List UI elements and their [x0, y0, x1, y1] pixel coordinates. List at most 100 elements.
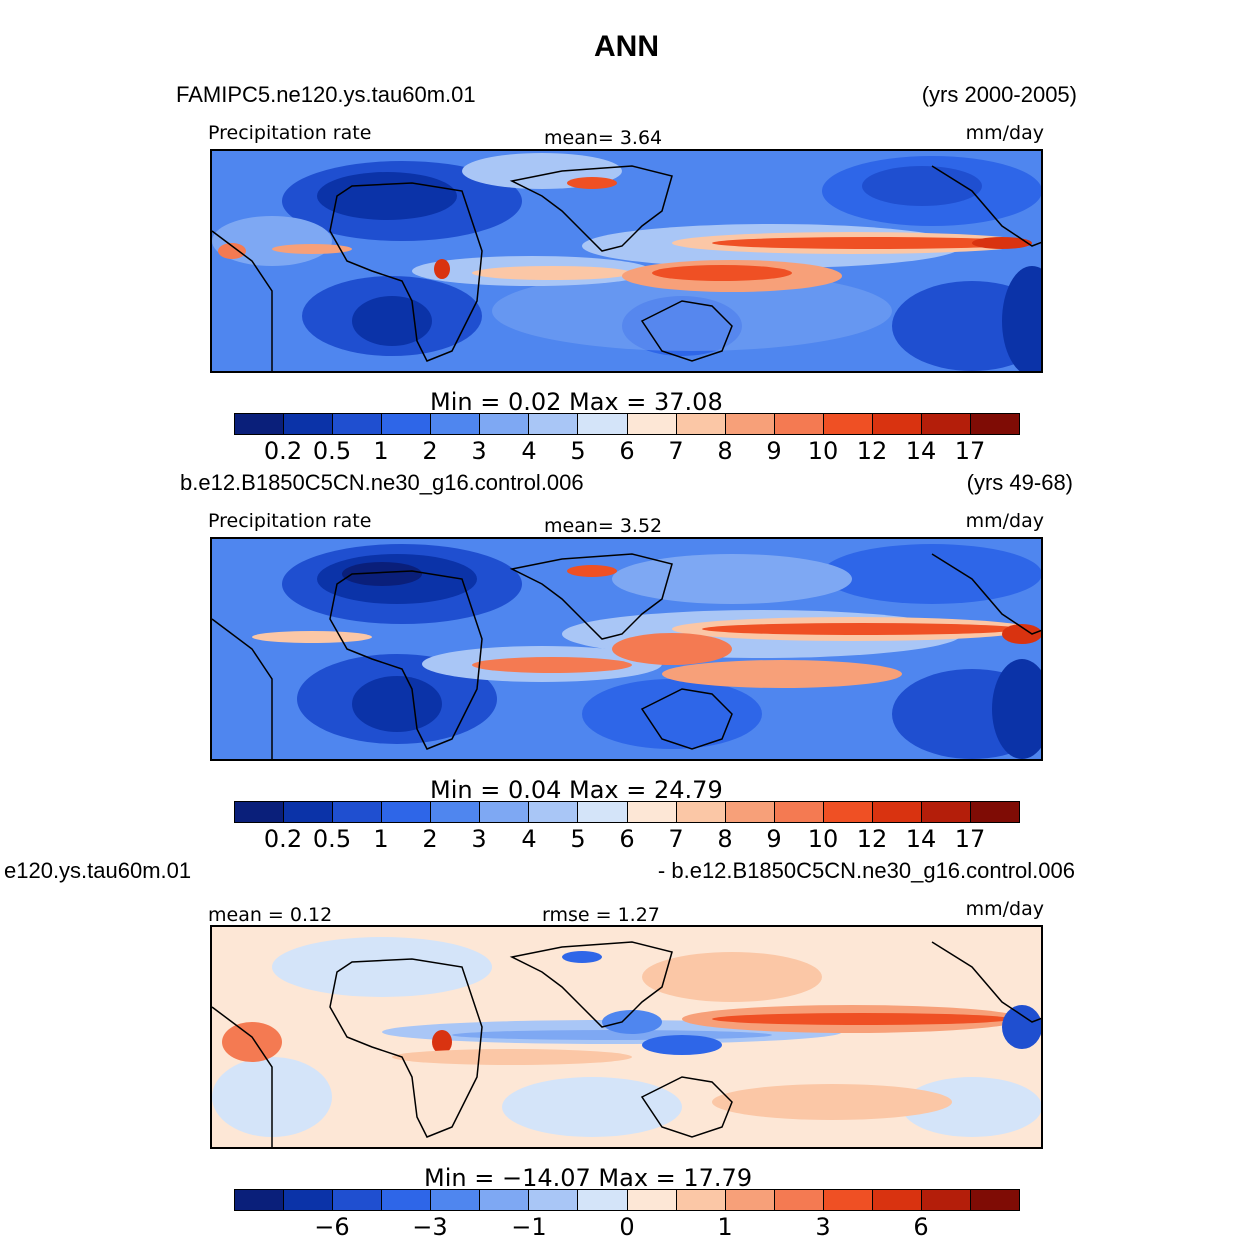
colorbar-swatch [921, 414, 971, 434]
panel2-tick: 5 [570, 825, 586, 853]
panel2-tick: 0.2 [263, 825, 303, 853]
colorbar-swatch [725, 1190, 775, 1210]
panel1-tick: 5 [570, 437, 586, 465]
panel1-case-name: FAMIPC5.ne120.ys.tau60m.01 [176, 82, 476, 107]
panel1-tick: 7 [668, 437, 684, 465]
panel3-minmax: Min = −14.07 Max = 17.79 [424, 1164, 753, 1192]
colorbar-swatch [970, 802, 1019, 822]
panel2-tick: 17 [954, 825, 986, 853]
colorbar-swatch [823, 802, 873, 822]
panel2-tick: 2 [422, 825, 438, 853]
panel2-tick: 14 [905, 825, 937, 853]
panel1-variable-label: Precipitation rate [208, 122, 372, 144]
panel1-tick: 0.2 [263, 437, 303, 465]
colorbar-swatch [676, 1190, 726, 1210]
panel2-tick: 7 [668, 825, 684, 853]
panel2-mean-label: mean= 3.52 [544, 515, 663, 537]
colorbar-swatch [676, 414, 726, 434]
colorbar-swatch [774, 802, 824, 822]
panel1-tick: 10 [807, 437, 839, 465]
panel1-minmax: Min = 0.02 Max = 37.08 [430, 388, 723, 416]
colorbar-swatch [382, 802, 432, 822]
panel1-tick: 2 [422, 437, 438, 465]
colorbar-swatch [774, 414, 824, 434]
panel1-tick: 12 [856, 437, 888, 465]
panel2-colorbar [234, 801, 1020, 823]
panel3-mean-label: mean = 0.12 [208, 904, 333, 926]
colorbar-swatch [578, 1190, 628, 1210]
panel3-tick: 3 [815, 1213, 831, 1241]
colorbar-swatch [725, 802, 775, 822]
panel2-tick: 12 [856, 825, 888, 853]
panel2-tick: 10 [807, 825, 839, 853]
panel2-units: mm/day [965, 510, 1044, 532]
colorbar-swatch [921, 1190, 971, 1210]
panel1-tick: 14 [905, 437, 937, 465]
colorbar-swatch [480, 1190, 530, 1210]
panel3-colorbar [234, 1189, 1020, 1211]
colorbar-swatch [529, 802, 579, 822]
colorbar-swatch [284, 414, 334, 434]
panel2-precip-field [212, 539, 1041, 759]
panel3-rmse-label: rmse = 1.27 [542, 904, 660, 926]
panel1-mean-label: mean= 3.64 [544, 127, 663, 149]
colorbar-swatch [382, 1190, 432, 1210]
panel1-tick: 3 [471, 437, 487, 465]
panel3-map [210, 925, 1043, 1149]
panel1-tick: 1 [373, 437, 389, 465]
colorbar-swatch [774, 1190, 824, 1210]
panel2-tick: 3 [471, 825, 487, 853]
panel2-tick: 6 [619, 825, 635, 853]
panel2-years: (yrs 49-68) [966, 470, 1073, 495]
colorbar-swatch [235, 1190, 285, 1210]
colorbar-swatch [235, 802, 285, 822]
colorbar-swatch [823, 1190, 873, 1210]
panel2-tick: 8 [717, 825, 733, 853]
panel1-tick: 8 [717, 437, 733, 465]
panel3-case-name: e120.ys.tau60m.01 [4, 858, 192, 883]
panel1-units: mm/day [965, 122, 1044, 144]
colorbar-swatch [627, 1190, 677, 1210]
panel1-tick: 0.5 [312, 437, 352, 465]
colorbar-swatch [627, 414, 677, 434]
colorbar-swatch [725, 414, 775, 434]
colorbar-swatch [921, 802, 971, 822]
panel1-tick: 4 [521, 437, 537, 465]
panel3-difference-field [212, 927, 1041, 1147]
panel1-tick: 6 [619, 437, 635, 465]
panel3-tick: 0 [619, 1213, 635, 1241]
panel3-tick: −3 [412, 1213, 448, 1241]
colorbar-swatch [529, 1190, 579, 1210]
panel1-years: (yrs 2000-2005) [921, 82, 1077, 107]
colorbar-swatch [431, 802, 481, 822]
colorbar-swatch [284, 1190, 334, 1210]
panel2-case-name: b.e12.B1850C5CN.ne30_g16.control.006 [180, 470, 584, 495]
panel3-tick: −1 [511, 1213, 547, 1241]
colorbar-swatch [235, 414, 285, 434]
colorbar-swatch [333, 414, 383, 434]
colorbar-swatch [431, 1190, 481, 1210]
colorbar-swatch [382, 414, 432, 434]
panel2-tick: 4 [521, 825, 537, 853]
panel3-units: mm/day [965, 898, 1044, 920]
panel2-tick: 9 [766, 825, 782, 853]
panel1-precip-field [212, 151, 1041, 371]
panel2-map [210, 537, 1043, 761]
colorbar-swatch [627, 802, 677, 822]
panel1-tick: 17 [954, 437, 986, 465]
panel1-colorbar [234, 413, 1020, 435]
panel3-minus-case: - b.e12.B1850C5CN.ne30_g16.control.006 [657, 858, 1075, 883]
panel2-tick: 0.5 [312, 825, 352, 853]
panel1-map [210, 149, 1043, 373]
colorbar-swatch [578, 414, 628, 434]
panel3-tick: 1 [717, 1213, 733, 1241]
colorbar-swatch [970, 414, 1019, 434]
colorbar-swatch [970, 1190, 1019, 1210]
colorbar-swatch [872, 1190, 922, 1210]
colorbar-swatch [333, 1190, 383, 1210]
panel2-minmax: Min = 0.04 Max = 24.79 [430, 776, 723, 804]
panel2-variable-label: Precipitation rate [208, 510, 372, 532]
colorbar-swatch [284, 802, 334, 822]
colorbar-swatch [872, 414, 922, 434]
panel1-tick: 9 [766, 437, 782, 465]
